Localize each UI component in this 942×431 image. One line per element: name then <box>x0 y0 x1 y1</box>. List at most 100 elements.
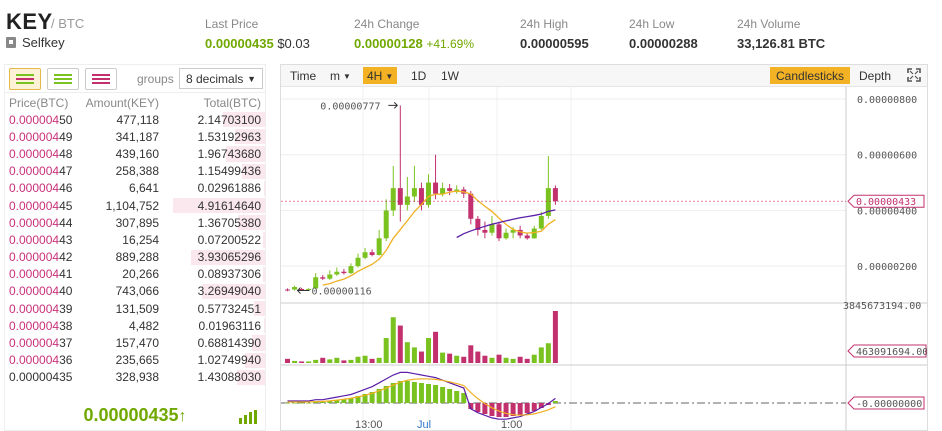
high-annotation: 0.00000777 <box>320 101 380 112</box>
macd-bar <box>461 393 467 403</box>
depth-bar <box>191 249 265 265</box>
order-total: 3.26949040 <box>197 284 261 299</box>
depth-bar <box>238 215 265 231</box>
decimals-value: 8 decimals <box>186 72 244 86</box>
macd-bar <box>376 389 382 403</box>
macd-bar <box>397 381 403 403</box>
macd-bar <box>440 387 446 403</box>
order-book-header: Price(BTC) Amount(KEY) Total(BTC) <box>5 93 265 111</box>
volume-bar <box>510 358 516 363</box>
order-total: 0.57732451 <box>197 301 261 316</box>
volume-bar <box>313 359 319 363</box>
order-row[interactable]: 0.00000440 743,066 3.26949040 <box>5 283 265 300</box>
volume-bar <box>362 355 368 363</box>
view-bids-button[interactable] <box>47 68 79 90</box>
order-amount: 20,266 <box>122 267 159 282</box>
order-price: 0.00000438 <box>9 318 73 333</box>
order-row[interactable]: 0.00000446 6,641 0.02961886 <box>5 180 265 197</box>
macd-bar <box>411 382 417 403</box>
fullscreen-icon[interactable] <box>907 68 921 82</box>
order-row[interactable]: 0.00000435 328,938 1.43088030 <box>5 369 265 386</box>
last-trade-value: 0.00000435 <box>83 405 179 425</box>
macd-bar <box>426 384 431 403</box>
order-row[interactable]: 0.00000443 16,254 0.07200522 <box>5 231 265 248</box>
order-row[interactable]: 0.00000436 235,665 1.02749940 <box>5 352 265 369</box>
view-asks-button[interactable] <box>85 68 117 90</box>
volume-label: 24h Volume <box>737 17 801 31</box>
macd-bar <box>510 403 516 416</box>
order-price: 0.00000443 <box>9 232 73 247</box>
chart-canvas[interactable]: 0.00000800 0.00000600 0.00000400 0.00000200… <box>281 87 927 431</box>
interval-1w-button[interactable]: 1W <box>441 69 459 83</box>
candle-body <box>355 257 361 267</box>
order-total: 0.01963116 <box>198 318 261 333</box>
time-tick-label: Jul <box>417 419 431 431</box>
macd-bar <box>531 403 537 411</box>
view-both-button[interactable] <box>9 68 41 90</box>
candle-body <box>376 238 382 255</box>
order-total: 0.68814390 <box>197 336 261 351</box>
depth-bar <box>202 283 265 300</box>
order-row[interactable]: 0.00000448 439,160 1.96743680 <box>5 145 265 162</box>
arrow-up-icon: ↑ <box>178 408 187 425</box>
interval-4h-dropdown[interactable]: 4H ▼ <box>363 67 398 84</box>
change-value: 0.00000128 <box>354 36 423 51</box>
order-row[interactable]: 0.00000447 258,388 1.15499436 <box>5 163 265 180</box>
candle-body <box>517 229 523 236</box>
order-price: 0.00000448 <box>9 146 73 161</box>
volume-tag-box <box>847 344 927 358</box>
volume-bar <box>440 352 446 363</box>
volume-tick-label: 3845673194.00 <box>843 301 921 312</box>
order-total: 2.14703100 <box>197 112 261 127</box>
order-row[interactable]: 0.00000438 4,482 0.01963116 <box>5 317 265 334</box>
macd-bar <box>447 389 453 403</box>
volume-bar <box>306 361 312 363</box>
candle-body <box>545 188 551 216</box>
order-amount: 16,254 <box>122 232 159 247</box>
order-total: 0.07200522 <box>197 232 261 247</box>
order-row[interactable]: 0.00000445 1,104,752 4.91614640 <box>5 197 265 214</box>
volume-bar <box>538 347 544 363</box>
depth-bar <box>222 112 265 128</box>
order-total: 1.96743680 <box>197 146 261 161</box>
candle-body <box>468 193 474 219</box>
volume-bar <box>327 359 333 363</box>
candle-body <box>313 277 319 289</box>
order-row[interactable]: 0.00000439 131,509 0.57732451 <box>5 300 265 317</box>
macd-bar <box>482 403 488 414</box>
order-row[interactable]: 0.00000442 889,288 3.93065296 <box>5 249 265 266</box>
coin-name[interactable]: Selfkey <box>6 35 65 50</box>
minutes-dropdown[interactable]: m ▼ <box>326 67 355 84</box>
order-total: 1.36705380 <box>197 215 261 230</box>
order-row[interactable]: 0.00000441 20,266 0.08937306 <box>5 266 265 283</box>
interval-1d-button[interactable]: 1D <box>411 69 427 83</box>
candlesticks-button[interactable]: Candlesticks <box>770 67 851 84</box>
order-total: 1.15499436 <box>197 164 261 179</box>
price-chart: Time m ▼ 4H ▼ 1D 1W Candlesticks Depth 0.0… <box>280 64 928 431</box>
volume-bar <box>383 338 389 363</box>
order-row[interactable]: 0.00000450 477,118 2.14703100 <box>5 111 265 128</box>
decimals-select[interactable]: 8 decimals ▼ <box>179 68 263 89</box>
time-button[interactable]: Time <box>290 69 317 83</box>
volume-bar <box>552 311 558 363</box>
last-price-label: Last Price <box>205 17 259 31</box>
candle-body <box>489 224 495 233</box>
order-total: 1.02749940 <box>197 353 261 368</box>
time-tick-label: 1:00 <box>501 419 522 431</box>
order-row[interactable]: 0.00000444 307,895 1.36705380 <box>5 214 265 231</box>
depth-button[interactable]: Depth <box>859 69 892 83</box>
market-header: KEY / BTC Selfkey Last Price 0.00000435 … <box>0 0 942 60</box>
candle-body <box>320 277 326 279</box>
depth-bar <box>263 266 265 282</box>
volume-bar <box>334 357 340 363</box>
volume-bar <box>341 360 347 363</box>
order-amount: 328,938 <box>115 370 159 385</box>
order-row[interactable]: 0.00000437 157,470 0.68814390 <box>5 334 265 351</box>
order-row[interactable]: 0.00000449 341,187 1.53192963 <box>5 128 265 145</box>
order-price: 0.00000435 <box>9 370 73 385</box>
candle-body <box>440 188 446 194</box>
depth-bar <box>264 318 265 334</box>
volume-bar <box>468 345 474 363</box>
order-price: 0.00000450 <box>9 112 73 127</box>
last-price-stat: Last Price 0.00000435 $0.03 <box>205 17 310 51</box>
